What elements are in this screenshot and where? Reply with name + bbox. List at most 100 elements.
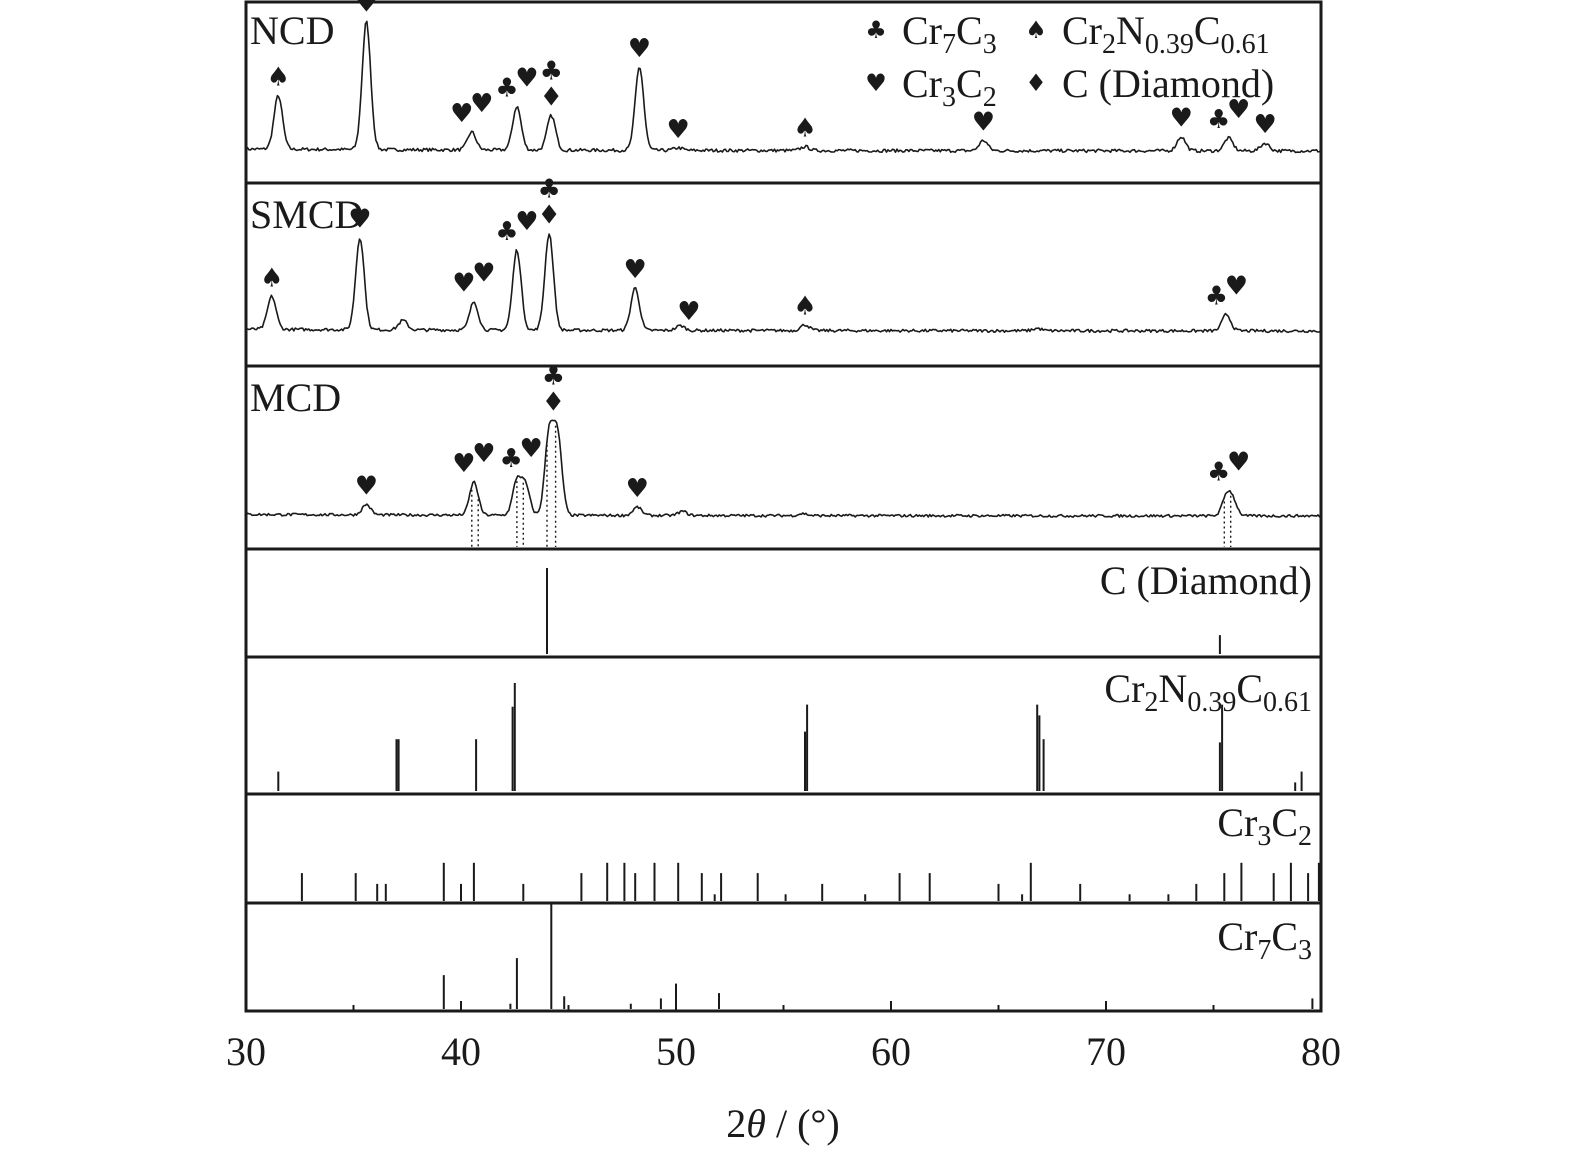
reference-label-1: C (Diamond): [1100, 558, 1312, 603]
peak-marker-heart-icon: ♥: [470, 89, 493, 119]
x-tick-label: 30: [226, 1029, 266, 1074]
peak-marker-heart-icon: ♥: [1170, 104, 1193, 134]
x-axis-title-unit: / (°): [766, 1101, 840, 1146]
legend-label-2-base: Cr: [1062, 8, 1102, 53]
peak-marker-spade-icon: ♠: [260, 263, 283, 293]
peak-marker-heart-icon: ♥: [624, 255, 647, 285]
peak-markers: ♠♥♥♥♣♥♦♣♥♥ ♠ ♥ ♥ ♣♥♥♠♥♥♥♣♥♦♣♥♥ ♠ ♣♥♥♥♥ ♣♥♦♣♥♣♥: [260, 0, 1277, 504]
peak-marker-club-icon: ♣: [538, 174, 561, 204]
peak-marker-heart-icon: ♥: [450, 99, 473, 129]
legend-label-2-b2: N: [1116, 8, 1145, 53]
peak-marker-heart-icon: ♥: [1225, 271, 1248, 301]
x-tick-label: 60: [871, 1029, 911, 1074]
peak-marker-heart-icon: ♥: [515, 207, 538, 237]
reference-label-2-s3: 0.61: [1263, 687, 1312, 718]
peak-marker-heart-icon: ♥: [677, 297, 700, 327]
peak-marker-club-icon: ♣: [500, 444, 523, 474]
trace-mcd: [245, 419, 1322, 518]
legend-label-3: Cr3C2: [902, 61, 997, 113]
legend-label-1-s2: 3: [983, 29, 997, 60]
peak-marker-heart-icon: ♥: [1227, 448, 1250, 478]
panel-frame-2: [244, 181, 1323, 368]
legend-heart-icon: ♥: [865, 69, 887, 97]
panel-label-mcd: MCD: [250, 375, 341, 420]
reference-sticks: [277, 568, 1320, 1009]
legend-label-3-s2: 2: [983, 82, 997, 113]
peak-marker-heart-icon: ♥: [972, 108, 995, 138]
trace-smcd: [245, 233, 1322, 334]
reference-label-1-base: C (Diamond): [1100, 558, 1312, 603]
x-axis: 2θ / (°) 30 40 50 60 70 80: [226, 1001, 1341, 1146]
peak-marker-club-icon: ♣: [1207, 105, 1230, 135]
reference-label-2-s2: 0.39: [1187, 687, 1236, 718]
peak-marker-club-icon: ♣: [1207, 458, 1230, 488]
legend-spade-icon: ♠: [1025, 16, 1047, 44]
peak-marker-diamond-icon: ♦: [542, 387, 565, 417]
legend-label-1-b2: C: [956, 8, 983, 53]
peak-marker-heart-icon: ♥: [515, 64, 538, 94]
legend-label-4-base: C (Diamond): [1062, 61, 1274, 106]
peak-marker-diamond-icon: ♦: [540, 83, 563, 113]
peak-marker-heart-icon: ♥: [1253, 110, 1276, 140]
x-tick-label: 70: [1086, 1029, 1126, 1074]
reference-label-2-base: Cr: [1104, 666, 1144, 711]
legend-label-1: Cr7C3: [902, 8, 997, 60]
reference-label-4-s2: 3: [1298, 935, 1312, 966]
legend-label-4: C (Diamond): [1062, 61, 1274, 106]
reference-label-3-base: Cr: [1217, 800, 1257, 845]
reference-label-4-b2: C: [1271, 914, 1298, 959]
legend-club-icon: ♣: [865, 16, 887, 44]
reference-label-4: Cr7C3: [1217, 914, 1312, 966]
xrd-traces: [245, 20, 1322, 547]
legend-label-2-s3: 0.61: [1221, 29, 1270, 60]
reference-label-4-base: Cr: [1217, 914, 1257, 959]
reference-label-4-s1: 7: [1257, 935, 1271, 966]
peak-marker-heart-icon: ♥: [520, 434, 543, 464]
panel-label-ncd: NCD: [250, 8, 334, 53]
peak-marker-heart-icon: ♥: [355, 472, 378, 502]
legend-label-3-b2: C: [956, 61, 983, 106]
peak-marker-club-icon: ♣: [542, 361, 565, 391]
panel-label-smcd: SMCD: [250, 192, 363, 237]
legend-label-2: Cr2N0.39C0.61: [1062, 8, 1270, 60]
peak-marker-club-icon: ♣: [495, 217, 518, 247]
peak-marker-spade-icon: ♠: [793, 292, 816, 322]
trace-ncd: [245, 20, 1322, 154]
reference-label-2-b2: N: [1158, 666, 1187, 711]
peak-marker-heart-icon: ♥: [348, 205, 371, 235]
reference-label-2-b3: C: [1236, 666, 1263, 711]
legend-label-2-s1: 2: [1102, 29, 1116, 60]
x-axis-title: 2θ / (°): [726, 1101, 839, 1146]
legend-label-2-b3: C: [1194, 8, 1221, 53]
reference-label-2-s1: 2: [1144, 687, 1158, 718]
x-tick-label: 80: [1301, 1029, 1341, 1074]
panel-frame-6: [244, 792, 1323, 905]
peak-marker-heart-icon: ♥: [452, 449, 475, 479]
legend-label-1-base: Cr: [902, 8, 942, 53]
panel-frame-3: [244, 364, 1323, 551]
peak-marker-heart-icon: ♥: [355, 0, 378, 19]
peak-marker-club-icon: ♣: [1205, 281, 1228, 311]
peak-marker-heart-icon: ♥: [452, 269, 475, 299]
peak-marker-heart-icon: ♥: [626, 474, 649, 504]
reference-label-3-s1: 3: [1257, 821, 1271, 852]
x-axis-title-prefix: 2: [726, 1101, 746, 1146]
legend-label-1-s1: 7: [942, 29, 956, 60]
reference-label-3-s2: 2: [1298, 821, 1312, 852]
peak-marker-heart-icon: ♥: [472, 259, 495, 289]
peak-marker-heart-icon: ♥: [1227, 95, 1250, 125]
peak-marker-club-icon: ♣: [540, 57, 563, 87]
peak-marker-heart-icon: ♥: [472, 439, 495, 469]
peak-marker-club-icon: ♣: [495, 74, 518, 104]
peak-marker-heart-icon: ♥: [628, 34, 651, 64]
reference-label-3-b2: C: [1271, 800, 1298, 845]
legend-label-3-base: Cr: [902, 61, 942, 106]
panel-frame-7: [244, 901, 1323, 1013]
legend-label-3-s1: 3: [942, 82, 956, 113]
reference-label-3: Cr3C2: [1217, 800, 1312, 852]
panel-frames: [244, 0, 1323, 1013]
legend-label-2-s2: 0.39: [1145, 29, 1194, 60]
x-tick-label: 50: [656, 1029, 696, 1074]
